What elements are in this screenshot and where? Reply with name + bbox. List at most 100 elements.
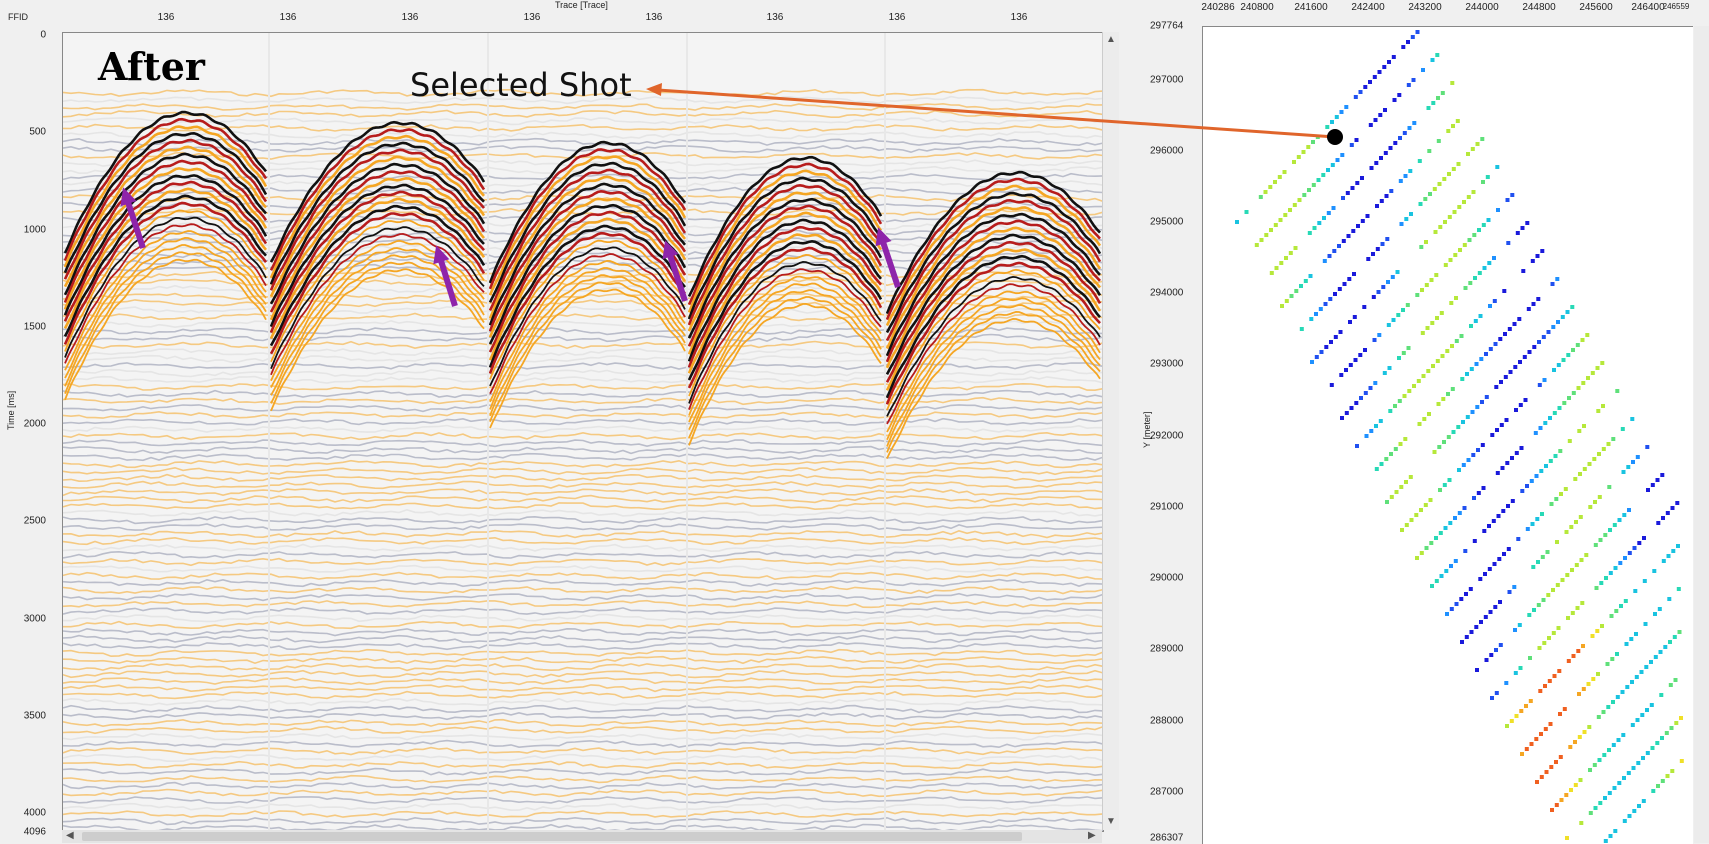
background-event: [63, 459, 1103, 469]
shot-point: [1264, 233, 1269, 237]
shot-point: [1518, 666, 1523, 670]
shot-point: [1337, 287, 1342, 291]
shot-point: [1547, 636, 1551, 640]
shot-point: [1669, 726, 1674, 730]
shot-point: [1530, 259, 1535, 263]
shot-point: [1622, 819, 1627, 823]
background-event: [63, 236, 1103, 245]
shot-point: [1504, 681, 1509, 685]
horizontal-scrollbar[interactable]: ◀ ▶: [62, 830, 1102, 843]
shot-point: [1437, 445, 1442, 449]
shot-point: [1570, 568, 1574, 572]
shot-point: [1324, 345, 1329, 349]
reflection-event: [488, 161, 687, 303]
shot-point: [1318, 307, 1323, 311]
shot-point: [1447, 172, 1451, 176]
x-tick: 245600: [1579, 2, 1613, 13]
shot-point: [1601, 404, 1605, 408]
shot-point: [1310, 360, 1314, 364]
shot-point: [1581, 644, 1585, 648]
shot-point: [1561, 358, 1566, 362]
background-event: [63, 578, 1103, 588]
time-tick: 3000: [23, 613, 46, 625]
background-event: [63, 704, 1103, 714]
shot-point: [1436, 402, 1441, 406]
reflection-event: [63, 174, 268, 316]
map-scrollbar[interactable]: [1694, 26, 1709, 843]
shot-point: [1548, 416, 1552, 420]
shot-point: [1639, 670, 1644, 674]
shot-point: [1630, 680, 1634, 684]
shot-point: [1395, 270, 1400, 274]
ffid-tick: 136: [766, 12, 784, 23]
shot-point: [1579, 558, 1584, 562]
reflection-event: [886, 304, 1101, 447]
shot-point: [1403, 437, 1408, 441]
shot-point: [1578, 515, 1583, 519]
shot-point: [1492, 256, 1496, 260]
reflection-event: [488, 140, 687, 284]
shot-point: [1626, 771, 1631, 775]
shot-point: [1406, 346, 1411, 350]
shot-point: [1601, 447, 1606, 451]
shot-point: [1547, 679, 1552, 683]
shot-point: [1309, 317, 1314, 321]
panel-title: After: [98, 44, 205, 89]
shot-point: [1329, 340, 1333, 344]
seismic-display[interactable]: [62, 32, 1104, 832]
background-event: [63, 550, 1103, 559]
shot-point: [1477, 228, 1481, 232]
background-event: [63, 690, 1103, 700]
shot-point: [1419, 245, 1424, 249]
shot-point: [1419, 508, 1423, 512]
shot-point: [1462, 506, 1467, 510]
shot-point: [1554, 760, 1558, 764]
reflection-event: [886, 283, 1101, 425]
vertical-scrollbar[interactable]: ▲ ▼: [1102, 32, 1119, 830]
reflection-event: [886, 290, 1101, 433]
background-event: [63, 88, 1103, 98]
y-tick: 293000: [1150, 358, 1184, 370]
shot-point: [1427, 412, 1431, 416]
scroll-thumb[interactable]: [82, 832, 1022, 841]
shot-point: [1426, 369, 1431, 373]
background-event: [63, 697, 1103, 707]
shot-point: [1498, 600, 1502, 604]
shot-point: [1493, 342, 1498, 346]
background-event: [63, 488, 1103, 497]
reflection-event: [269, 212, 486, 355]
scroll-up-icon[interactable]: ▲: [1106, 34, 1116, 45]
shot-point: [1389, 495, 1394, 499]
background-event: [63, 732, 1103, 741]
shot-point: [1571, 391, 1576, 395]
shot-point: [1655, 741, 1660, 745]
shot-point: [1451, 430, 1456, 434]
y-tick: 288000: [1150, 715, 1184, 727]
background-event: [63, 102, 1103, 111]
scroll-left-icon[interactable]: ◀: [66, 830, 74, 841]
reflection-event: [64, 236, 267, 379]
shot-point: [1525, 527, 1530, 531]
shot-point: [1601, 710, 1606, 714]
shot-point: [1659, 693, 1664, 697]
shot-point: [1588, 768, 1592, 772]
background-event: [63, 536, 1103, 546]
background-event: [63, 641, 1103, 651]
shot-point: [1569, 525, 1574, 529]
scroll-right-icon[interactable]: ▶: [1088, 830, 1096, 841]
shot-point: [1340, 416, 1344, 420]
shot-point: [1670, 769, 1675, 773]
reflection-event: [885, 212, 1101, 357]
scroll-down-icon[interactable]: ▼: [1106, 816, 1116, 827]
shot-point: [1440, 354, 1445, 358]
shot-point: [1358, 90, 1363, 94]
shot-point: [1600, 624, 1604, 628]
reflection-event: [488, 189, 687, 332]
shot-point: [1514, 714, 1519, 718]
shot-point: [1402, 394, 1407, 398]
background-event: [63, 634, 1103, 644]
shot-point: [1363, 348, 1367, 352]
reflection-event: [886, 317, 1101, 459]
shot-point: [1509, 719, 1514, 723]
shot-point: [1358, 353, 1363, 357]
